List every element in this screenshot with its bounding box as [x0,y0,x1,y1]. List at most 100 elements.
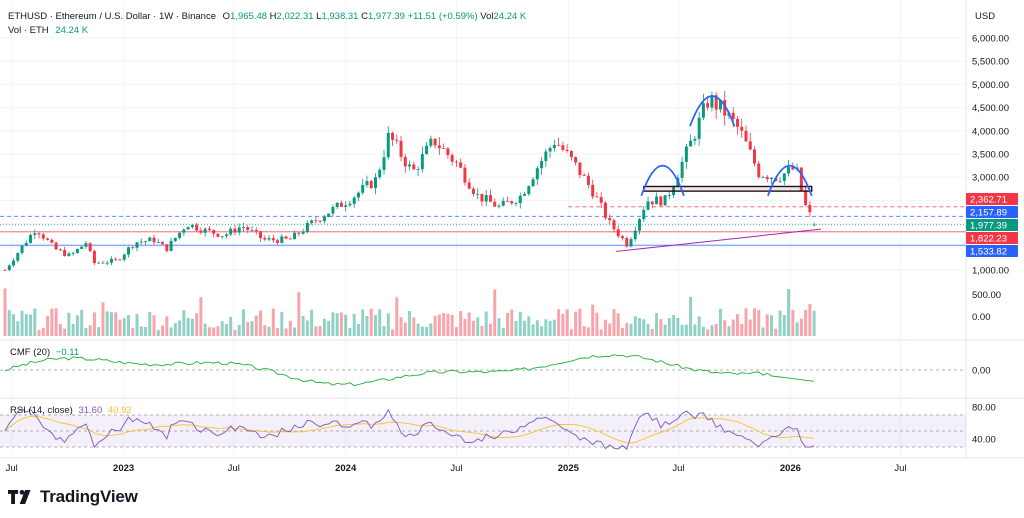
volume-bar [621,327,624,336]
close-value: 1,977.39 [367,11,405,22]
candle-body [352,197,356,204]
candle-body [616,229,620,237]
candle-body [378,169,382,178]
candle-body [305,223,309,232]
candle-body [582,175,586,176]
price-tag-2 [966,219,1018,231]
volume-bar [735,314,739,336]
rsi-ma-line [4,415,815,444]
candle-body [122,254,126,260]
candle-body [144,241,148,242]
volume-bar [578,308,582,336]
volume-bar [510,309,514,336]
rsi-label: RSI (14, close) [10,405,73,416]
volume-bar [80,309,84,336]
volume-bar [408,311,412,336]
candle-body [544,151,548,162]
candle-body [514,203,518,204]
volume-bar [182,310,186,336]
candle-body [569,150,573,158]
price-axis: 6,000.00 5,500.00 5,000.00 4,500.00 4,000.00… [972,34,1009,446]
volume-bar [173,323,177,336]
volume-bar [672,315,676,336]
x-tick-8: Jul [894,463,906,474]
y-tick-6: 3,000.00 [972,173,1009,184]
volume-bar [710,325,714,336]
cmf-value: −0.11 [55,347,80,358]
volume-bar [139,326,143,336]
volume-bar [629,323,633,336]
volume-bar [638,318,642,336]
candle-body [297,232,301,234]
rsi-line [4,408,815,451]
candle-body [97,262,101,264]
candle-body [182,229,186,233]
volume-bar [391,329,395,336]
tradingview-logo[interactable]: TradingView [8,487,138,507]
volume-bar [161,325,165,336]
candle-body [186,227,190,230]
candle-body [650,201,654,205]
head-arc [689,95,736,127]
volume-bar [514,321,518,336]
volume-bar [186,317,190,336]
candle-body [114,258,118,260]
candle-body [782,173,786,181]
candle-body [663,195,667,206]
volume-bar [178,320,182,336]
volume-bar [484,311,488,336]
price-tag-1 [966,206,1018,218]
candle-body [16,253,20,261]
volume-bar [58,324,62,336]
volume-bar [774,328,778,336]
volume-bar [659,319,663,336]
volume-bar [540,326,544,336]
volume-bar [561,313,565,336]
x-tick-3: 2024 [335,463,357,474]
candle-body [169,240,173,251]
rsi-value: 31.60 [78,405,103,416]
volume-bar [459,311,463,336]
volume-bar [288,320,292,336]
symbol-line: ETHUSD · Ethereum / U.S. Dollar · 1W · B… [8,11,216,22]
volume-bar [212,327,216,336]
candle-body [339,202,343,207]
volume-bar [207,327,211,336]
left-shoulder-arc [640,164,685,197]
volume-bar [246,322,250,336]
volume-bar [603,319,607,336]
volume-bar [3,288,7,336]
candle-body [361,185,365,193]
candle-body [757,163,761,178]
candle-body [523,194,527,196]
volume-bar [548,320,552,336]
candle-body [420,154,424,170]
candle-body [156,242,160,243]
candle-body [20,245,24,254]
candle-body [761,176,765,178]
candle-body [625,238,629,247]
symbol-legend: ETHUSD · Ethereum / U.S. Dollar · 1W · B… [8,11,526,22]
volume-bar [169,327,173,336]
volume-bar [416,323,420,336]
volume-bar [127,315,130,336]
candle-body [408,164,412,167]
x-tick-1: 2023 [113,463,134,474]
volume-bar [595,312,599,336]
candle-body [808,204,812,213]
volume-bar [374,315,377,336]
candle-body [706,103,710,108]
candle-body [395,139,399,141]
volume-bar [770,315,774,336]
candle-body [557,144,561,146]
volume-bar [446,313,450,336]
candle-body [510,201,514,204]
volume-bar [501,327,505,336]
candle-body [493,201,497,207]
candle-body [67,253,71,256]
change-value: +11.51 (+0.59%) [407,11,478,22]
candle-body [433,138,437,146]
volume-bar [241,309,245,336]
candle-body [791,167,795,170]
x-tick-7: 2026 [780,463,801,474]
